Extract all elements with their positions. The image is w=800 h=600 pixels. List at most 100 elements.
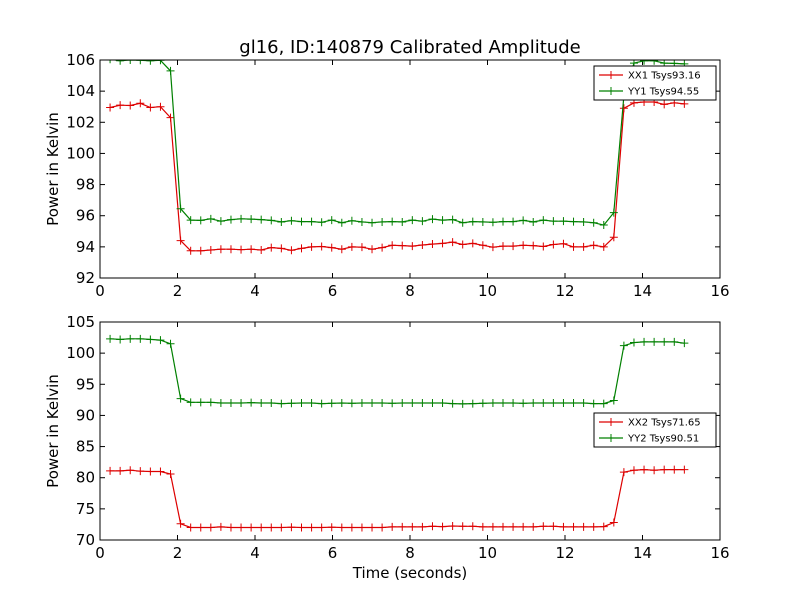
data-point <box>307 523 316 532</box>
data-point <box>116 101 125 110</box>
data-point <box>116 335 125 344</box>
data-point <box>216 245 225 254</box>
data-point <box>106 466 115 475</box>
data-point <box>237 214 246 223</box>
data-point <box>126 101 135 110</box>
data-point <box>317 242 326 251</box>
x-tick-label: 10 <box>478 544 497 562</box>
data-point <box>327 523 336 532</box>
data-point <box>106 334 115 343</box>
data-point <box>327 216 336 225</box>
y-tick-label: 106 <box>66 51 95 69</box>
data-point <box>357 398 366 407</box>
legend-label: XX2 Tsys71.65 <box>628 418 701 429</box>
data-point <box>428 398 437 407</box>
data-point <box>458 218 467 227</box>
data-point <box>468 239 477 248</box>
x-tick-label: 10 <box>478 282 497 300</box>
data-point <box>327 243 336 252</box>
series-line-1 <box>110 338 685 405</box>
data-point <box>448 215 457 224</box>
data-point <box>388 217 397 226</box>
data-point <box>307 242 316 251</box>
y-tick-label: 90 <box>76 406 95 424</box>
data-point <box>640 60 649 65</box>
data-point <box>216 398 225 407</box>
data-point <box>196 246 205 255</box>
data-point <box>478 241 487 250</box>
data-point <box>619 468 628 477</box>
data-point <box>378 243 387 252</box>
y-tick-label: 102 <box>66 113 95 131</box>
data-point <box>196 523 205 532</box>
y-tick-label: 100 <box>66 144 95 162</box>
data-point <box>549 240 558 249</box>
data-point <box>629 466 638 475</box>
data-point <box>287 246 296 255</box>
data-point <box>398 217 407 226</box>
y-tick-label: 96 <box>76 207 95 225</box>
data-point <box>499 398 507 407</box>
data-point <box>317 523 326 532</box>
data-point <box>428 240 437 249</box>
data-point <box>206 523 215 532</box>
y-tick-label: 94 <box>76 238 95 256</box>
data-point <box>398 522 407 531</box>
data-point <box>559 239 568 248</box>
x-tick-label: 6 <box>328 282 338 300</box>
data-point <box>468 217 477 226</box>
data-point <box>176 204 185 213</box>
data-point <box>226 215 235 224</box>
data-point <box>106 103 115 112</box>
y-tick-label: 105 <box>66 313 95 331</box>
data-point <box>579 522 588 531</box>
data-point <box>458 399 467 408</box>
data-point <box>559 398 568 407</box>
data-point <box>519 241 528 250</box>
chart-title: gl16, ID:140879 Calibrated Amplitude <box>239 37 580 58</box>
x-tick-label: 8 <box>405 282 415 300</box>
legend-marker <box>607 87 615 95</box>
legend-marker <box>607 434 615 442</box>
plot-frame <box>99 321 721 541</box>
data-point <box>166 469 175 478</box>
data-point <box>529 398 538 407</box>
data-point <box>519 522 528 531</box>
data-point <box>257 215 266 224</box>
data-point <box>650 337 659 346</box>
data-point <box>186 216 195 225</box>
data-point <box>146 60 155 65</box>
data-point <box>388 399 397 408</box>
legend: XX1 Tsys93.16 YY1 Tsys94.55 <box>593 65 717 101</box>
data-point <box>176 394 185 403</box>
x-tick-label: 12 <box>555 282 574 300</box>
data-point <box>176 236 185 245</box>
data-point <box>478 217 487 226</box>
data-point <box>226 523 235 532</box>
data-point <box>488 398 497 407</box>
data-point <box>569 242 578 251</box>
y-tick-label: 75 <box>76 500 95 518</box>
data-point <box>156 102 165 111</box>
data-point <box>206 245 215 254</box>
data-point <box>388 241 397 250</box>
data-point <box>458 240 467 249</box>
data-point <box>247 245 256 254</box>
data-point <box>589 218 598 227</box>
data-point <box>287 216 296 225</box>
data-point <box>146 335 155 344</box>
data-point <box>549 217 558 226</box>
data-point <box>408 398 417 407</box>
data-point <box>640 465 649 474</box>
data-point <box>519 399 528 408</box>
data-point <box>509 217 518 226</box>
top-plot: 0 2 4 6 8 10 12 14 16 92 94 96 98 100 102 104 106 Power i… <box>44 51 730 300</box>
data-point <box>247 523 256 532</box>
data-point <box>368 398 377 407</box>
x-tick-label: 4 <box>250 282 260 300</box>
series-line-0 <box>109 101 685 252</box>
data-point <box>347 399 356 408</box>
data-point <box>599 399 608 408</box>
data-point <box>448 238 457 247</box>
